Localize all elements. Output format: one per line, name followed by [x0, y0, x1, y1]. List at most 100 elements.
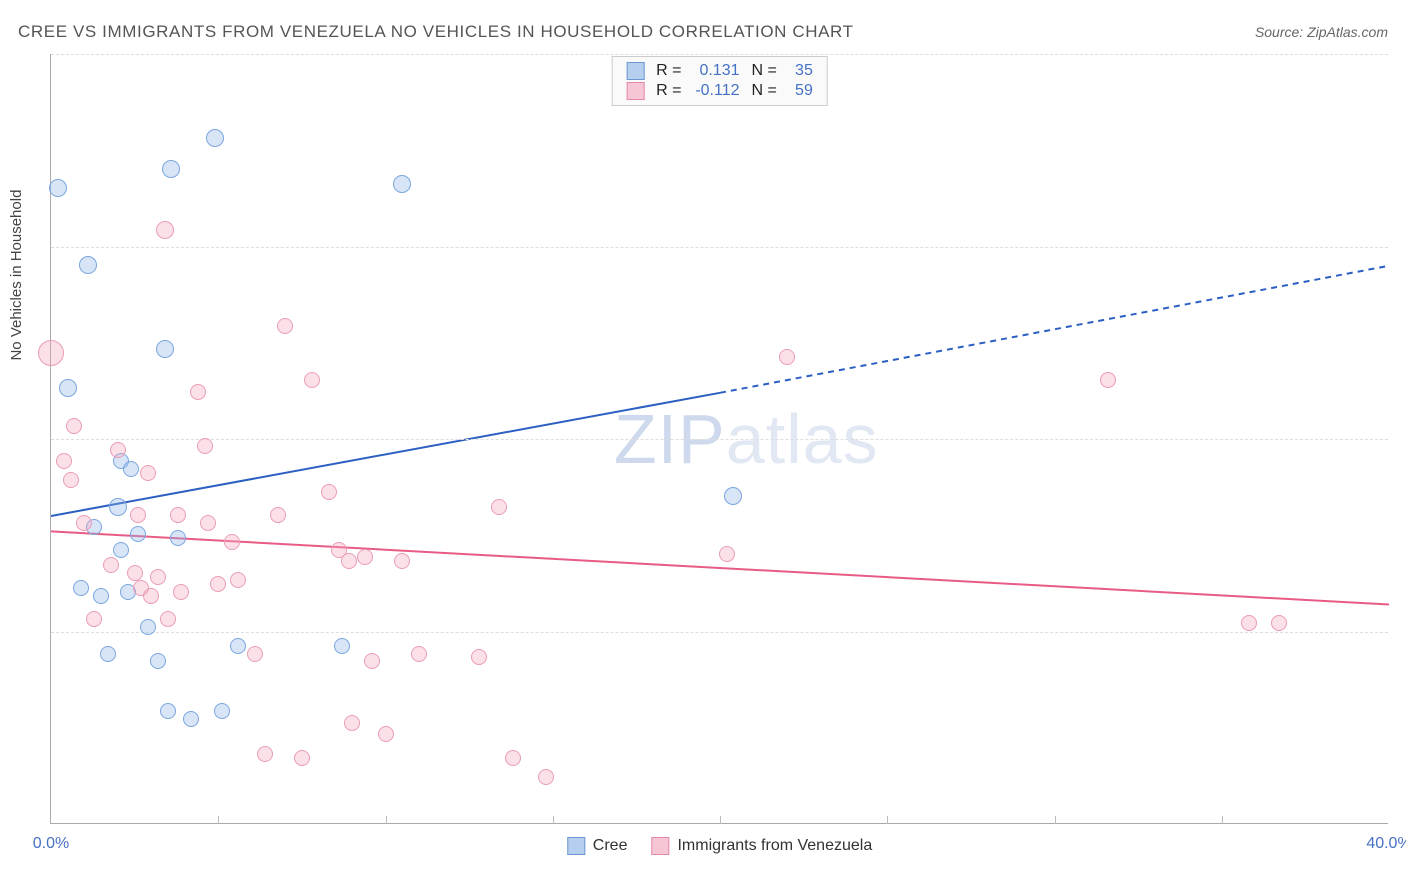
scatter-point: [230, 638, 246, 654]
scatter-point: [103, 557, 119, 573]
scatter-point: [719, 546, 735, 562]
scatter-point: [127, 565, 143, 581]
legend-item: Immigrants from Venezuela: [651, 837, 872, 855]
scatter-point: [150, 569, 166, 585]
legend-stat-row: R =0.131N =35: [612, 61, 827, 81]
scatter-point: [538, 769, 554, 785]
scatter-point: [76, 515, 92, 531]
scatter-point: [277, 318, 293, 334]
scatter-point: [471, 649, 487, 665]
scatter-point: [200, 515, 216, 531]
legend-swatch: [651, 837, 669, 855]
scatter-point: [79, 256, 97, 274]
scatter-point: [110, 442, 126, 458]
r-value: 0.131: [688, 62, 740, 80]
legend-series-name: Immigrants from Venezuela: [677, 837, 872, 855]
scatter-point: [190, 384, 206, 400]
scatter-point: [130, 526, 146, 542]
gridline-v: [218, 816, 219, 824]
scatter-point: [197, 438, 213, 454]
n-label: N =: [752, 82, 777, 100]
y-tick-label: 15.0%: [1394, 238, 1406, 256]
scatter-point: [100, 646, 116, 662]
bottom-legend: Cree Immigrants from Venezuela: [567, 837, 872, 855]
scatter-point: [140, 619, 156, 635]
scatter-point: [341, 553, 357, 569]
scatter-point: [123, 461, 139, 477]
scatter-point: [59, 379, 77, 397]
scatter-point: [143, 588, 159, 604]
scatter-point: [378, 726, 394, 742]
y-tick-label: 5.0%: [1394, 623, 1406, 641]
scatter-point: [150, 653, 166, 669]
scatter-point: [49, 179, 67, 197]
scatter-point: [113, 542, 129, 558]
scatter-point: [294, 750, 310, 766]
scatter-point: [270, 507, 286, 523]
scatter-point: [73, 580, 89, 596]
scatter-point: [140, 465, 156, 481]
scatter-point: [86, 611, 102, 627]
y-axis-label: No Vehicles in Household: [8, 190, 25, 361]
y-tick-label: 10.0%: [1394, 430, 1406, 448]
gridline-h: [51, 54, 1388, 55]
scatter-point: [257, 746, 273, 762]
chart-title: CREE VS IMMIGRANTS FROM VENEZUELA NO VEH…: [18, 22, 854, 42]
scatter-point: [160, 611, 176, 627]
legend-series-name: Cree: [593, 837, 628, 855]
scatter-point: [109, 498, 127, 516]
n-label: N =: [752, 62, 777, 80]
n-value: 59: [783, 82, 813, 100]
scatter-point: [38, 340, 64, 366]
scatter-point: [304, 372, 320, 388]
scatter-point: [1271, 615, 1287, 631]
scatter-point: [56, 453, 72, 469]
r-value: -0.112: [688, 82, 740, 100]
scatter-point: [93, 588, 109, 604]
x-tick-label: 0.0%: [33, 835, 69, 853]
scatter-point: [247, 646, 263, 662]
scatter-point: [206, 129, 224, 147]
scatter-point: [173, 584, 189, 600]
scatter-point: [210, 576, 226, 592]
scatter-point: [394, 553, 410, 569]
gridline-h: [51, 632, 1388, 633]
scatter-point: [66, 418, 82, 434]
scatter-point: [170, 507, 186, 523]
scatter-point: [357, 549, 373, 565]
scatter-point: [183, 711, 199, 727]
scatter-point: [160, 703, 176, 719]
scatter-point: [334, 638, 350, 654]
legend-swatch: [626, 82, 644, 100]
legend-item: Cree: [567, 837, 628, 855]
scatter-point: [170, 530, 186, 546]
scatter-point: [491, 499, 507, 515]
scatter-point: [156, 340, 174, 358]
scatter-point: [1100, 372, 1116, 388]
scatter-point: [505, 750, 521, 766]
y-tick-label: 20.0%: [1394, 45, 1406, 63]
gridline-v: [1222, 816, 1223, 824]
scatter-point: [724, 487, 742, 505]
scatter-point: [63, 472, 79, 488]
gridline-h: [51, 247, 1388, 248]
x-tick-label: 40.0%: [1366, 835, 1406, 853]
scatter-point: [162, 160, 180, 178]
legend-swatch: [567, 837, 585, 855]
scatter-point: [224, 534, 240, 550]
scatter-point: [156, 221, 174, 239]
scatter-point: [411, 646, 427, 662]
gridline-h: [51, 439, 1388, 440]
n-value: 35: [783, 62, 813, 80]
legend-stats-box: R =0.131N =35R =-0.112N =59: [611, 56, 828, 106]
legend-swatch: [626, 62, 644, 80]
scatter-point: [230, 572, 246, 588]
plot-area: ZIPatlas R =0.131N =35R =-0.112N =59 Cre…: [50, 54, 1388, 824]
source-label: Source: ZipAtlas.com: [1255, 24, 1388, 40]
r-label: R =: [656, 82, 681, 100]
gridline-v: [720, 816, 721, 824]
gridline-v: [1055, 816, 1056, 824]
scatter-point: [130, 507, 146, 523]
scatter-point: [393, 175, 411, 193]
scatter-point: [779, 349, 795, 365]
